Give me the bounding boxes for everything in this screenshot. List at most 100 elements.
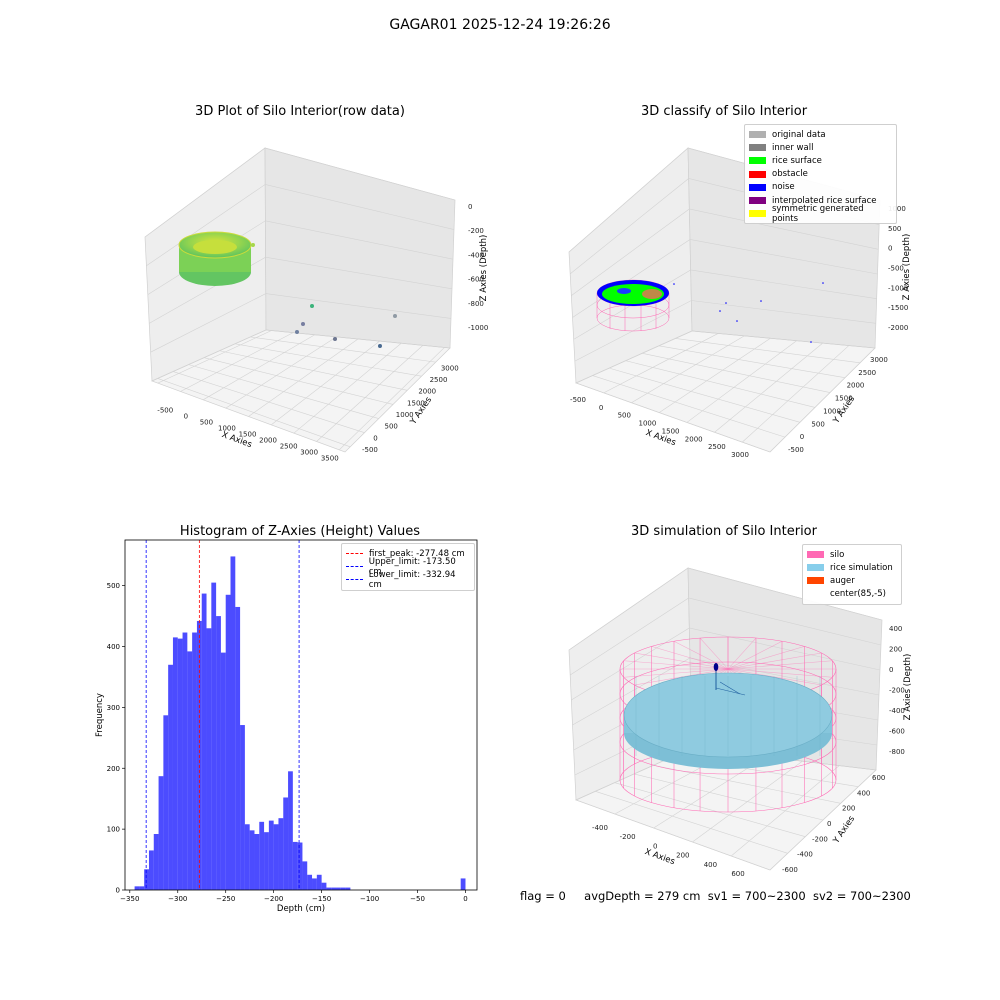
x-tick-label: 600 — [731, 870, 744, 878]
x-tick-label: −150 — [312, 895, 331, 903]
x-tick-label: 0 — [599, 404, 603, 412]
noise-point — [673, 283, 675, 285]
histogram-bar — [297, 842, 303, 890]
histogram-bar — [254, 834, 260, 890]
outlier-point — [295, 330, 299, 334]
y-tick-label: 2000 — [847, 382, 865, 390]
legend-label: symmetric generated points — [771, 203, 864, 224]
legend-item: auger — [807, 574, 897, 587]
y-tick-label: 3000 — [870, 356, 888, 364]
rice-simulation-surface — [623, 672, 833, 769]
z-tick-label: 0 — [889, 666, 893, 674]
outlier-point — [301, 322, 305, 326]
x-tick-label: 1000 — [639, 420, 657, 428]
legend-swatch — [749, 131, 766, 139]
legend-item: center(85,-5) — [807, 588, 897, 601]
z-tick-label: -800 — [468, 300, 484, 308]
histogram-bar — [201, 593, 207, 890]
legend-swatch — [346, 566, 363, 568]
y-ticks: 0 100 200 300 400 500 — [107, 582, 125, 895]
z-tick-labels: 0 -200 -400 -600 -800 -1000 — [468, 203, 488, 332]
status-line: flag = 0 avgDepth = 279 cm sv1 = 700~230… — [520, 889, 911, 903]
z-tick-label: -400 — [889, 707, 905, 715]
legend-swatch — [346, 553, 363, 555]
histogram-bar — [158, 776, 164, 890]
histogram-bar — [283, 797, 289, 890]
plot-frame — [124, 539, 478, 891]
histogram-bar — [230, 556, 236, 890]
histogram-bar — [139, 886, 145, 890]
y-tick-label: 0 — [827, 820, 831, 828]
silo-roof-strut — [727, 660, 833, 670]
y-tick-label: 2500 — [430, 376, 448, 384]
legend-item: rice surface — [749, 154, 892, 167]
grid-line — [675, 338, 861, 364]
grid-lines — [568, 147, 881, 453]
x-tick-label: −100 — [360, 895, 379, 903]
x-axis-label: Depth (cm) — [277, 904, 325, 914]
histogram-bar — [331, 887, 337, 890]
x-tick-label: −300 — [168, 895, 187, 903]
y-tick-label: 0 — [116, 887, 120, 895]
y-tick-labels: -500 0 500 1000 1500 2000 2500 3000 — [362, 364, 459, 454]
y-tick-label: 2000 — [418, 388, 436, 396]
x-tick-label: 200 — [676, 852, 689, 860]
silo-roof-strut — [623, 668, 729, 678]
z-tick-label: 0 — [888, 245, 892, 253]
legend-swatch — [749, 144, 766, 152]
legend-label: noise — [772, 182, 795, 193]
y-tick-label: 1500 — [835, 395, 853, 403]
histogram-bar — [148, 850, 154, 890]
y-tick-label: 300 — [107, 704, 120, 712]
histogram-bar — [336, 887, 341, 890]
z-tick-label: -2000 — [888, 324, 908, 332]
histogram-bar — [168, 664, 173, 890]
y-tick-label: 500 — [811, 420, 824, 428]
histogram-bar — [206, 628, 212, 890]
silo-roof-strut — [673, 641, 729, 670]
y-tick-label: -500 — [788, 446, 804, 454]
grid-line — [339, 347, 445, 451]
z-tick-label: -600 — [889, 728, 905, 736]
x-tick-labels: -400 -200 0 200 400 600 — [592, 824, 745, 878]
x-tick-label: 3000 — [300, 448, 318, 456]
legend-item: original data — [749, 128, 892, 141]
legend-label: center(85,-5) — [830, 589, 886, 600]
z-tick-labels: 400 200 0 -200 -400 -600 -800 — [889, 625, 905, 756]
legend-label: original data — [772, 129, 826, 140]
x-ticks: −350 −300 −250 −200 −150 −100 −50 0 — [120, 890, 468, 903]
grid-line — [235, 343, 422, 377]
histogram-bar — [187, 651, 193, 890]
y-tick-label: 600 — [872, 774, 885, 782]
histogram-bar — [345, 887, 351, 890]
histogram-bar — [278, 818, 284, 890]
figure-title: GAGAR01 2025-12-24 19:26:26 — [389, 17, 611, 33]
grid-line — [250, 336, 436, 363]
histogram-bar — [326, 887, 332, 890]
legend-swatch — [749, 183, 766, 191]
legend-item: silo — [807, 548, 897, 561]
legend-item: Lower_limit: -332.94 cm — [346, 570, 470, 590]
grid-line — [571, 627, 881, 701]
outlier-point — [393, 314, 397, 318]
grid-line — [658, 345, 846, 379]
legend-item: obstacle — [749, 168, 892, 181]
x-tick-label: 1000 — [218, 425, 236, 433]
histogram-bar — [268, 820, 274, 890]
legend-swatch — [749, 210, 766, 218]
raw-plot-title: 3D Plot of Silo Interior(row data) — [195, 104, 405, 119]
legend-label: silo — [830, 549, 845, 560]
grid-line — [219, 350, 408, 391]
x-tick-label: 2000 — [685, 435, 703, 443]
x-tick-label: −200 — [264, 895, 283, 903]
z-tick-label: -200 — [889, 687, 905, 695]
grid-line — [144, 147, 456, 238]
z-tick-label: -500 — [888, 265, 904, 273]
x-axis-label: X Axies — [643, 847, 676, 867]
grid-line — [202, 334, 315, 401]
grid-line — [571, 208, 879, 296]
z-axis-label: Z Axies (Depth) — [903, 654, 913, 721]
histogram-bar — [288, 771, 293, 890]
